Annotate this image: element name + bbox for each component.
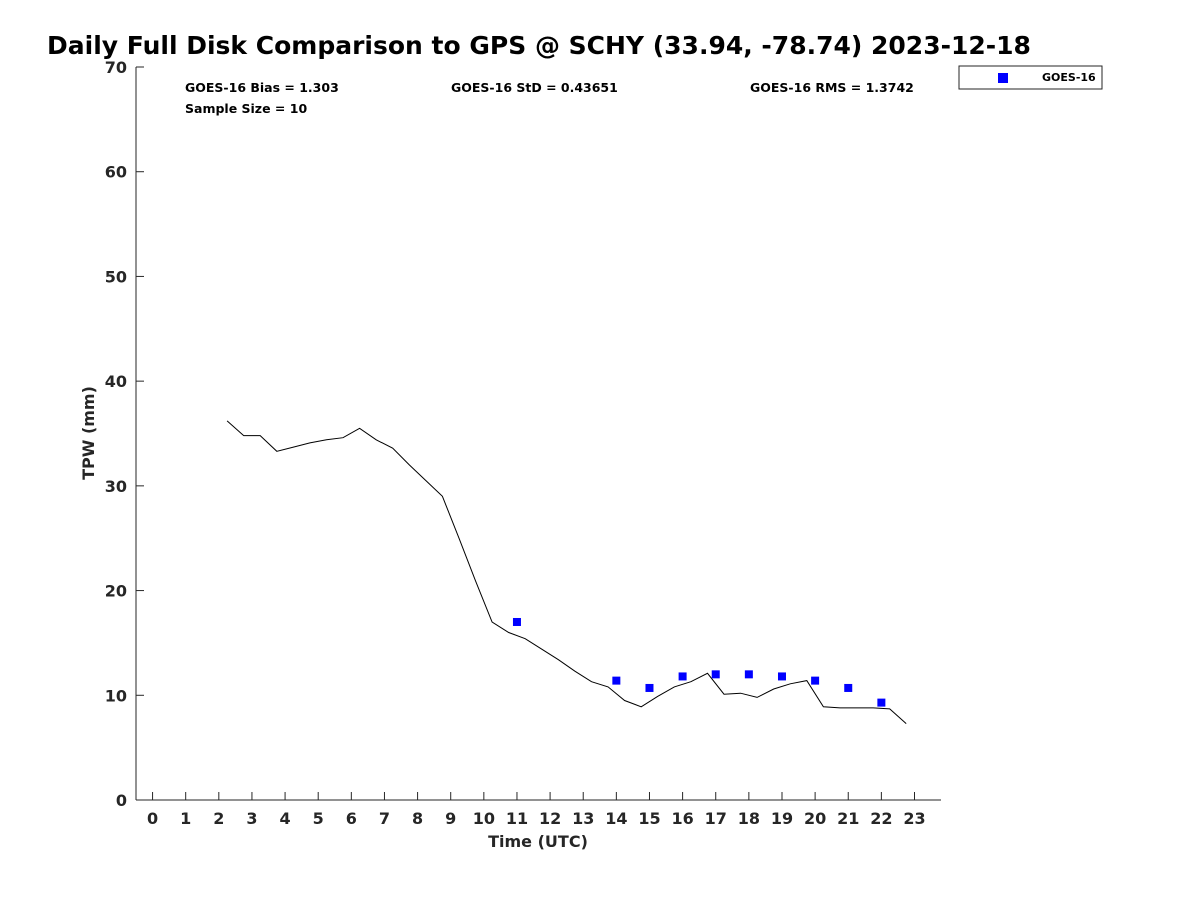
- y-tick-label: 50: [105, 267, 127, 286]
- x-tick-label: 1: [180, 809, 191, 828]
- goes-16-point: [777, 672, 786, 681]
- goes-16-point: [844, 683, 853, 692]
- legend-box: [958, 65, 1103, 90]
- goes-16-point: [811, 676, 820, 685]
- stat-sample-size: Sample Size = 10: [185, 101, 307, 116]
- gps-series-line: [226, 420, 907, 724]
- x-tick-label: 22: [870, 809, 892, 828]
- x-tick-label: 19: [771, 809, 793, 828]
- x-tick-label: 5: [313, 809, 324, 828]
- y-ticks: 0 10 20 30 40 50 60 70: [105, 58, 144, 810]
- x-tick-label: 13: [572, 809, 594, 828]
- x-tick-label: 3: [246, 809, 257, 828]
- legend-marker-goes-16: [998, 73, 1008, 83]
- x-tick-label: 9: [445, 809, 456, 828]
- y-tick-label: 70: [105, 58, 127, 77]
- goes-16-point: [512, 617, 521, 626]
- x-tick-label: 21: [837, 809, 859, 828]
- x-tick-label: 8: [412, 809, 423, 828]
- stat-bias: GOES-16 Bias = 1.303: [185, 80, 339, 95]
- x-tick-label: 6: [346, 809, 357, 828]
- goes-16-series: [512, 617, 886, 707]
- y-tick-label: 60: [105, 163, 127, 182]
- x-tick-label: 7: [379, 809, 390, 828]
- x-tick-label: 16: [671, 809, 693, 828]
- y-tick-label: 20: [105, 582, 127, 601]
- x-tick-label: 15: [638, 809, 660, 828]
- x-tick-label: 14: [605, 809, 627, 828]
- legend-label-goes-16: GOES-16: [1042, 71, 1096, 84]
- x-tick-label: 4: [280, 809, 291, 828]
- goes-16-point: [877, 698, 886, 707]
- x-tick-label: 11: [506, 809, 528, 828]
- goes-16-point: [744, 670, 753, 679]
- x-axis-label: Time (UTC): [488, 832, 588, 851]
- x-tick-label: 20: [804, 809, 826, 828]
- gps-series: [226, 420, 907, 724]
- x-tick-label: 12: [539, 809, 561, 828]
- goes-16-point: [711, 670, 720, 679]
- x-tick-label: 23: [903, 809, 925, 828]
- axes: [135, 67, 941, 801]
- legend: GOES-16: [958, 65, 1103, 90]
- y-tick-label: 30: [105, 477, 127, 496]
- x-tick-label: 10: [473, 809, 495, 828]
- goes-16-point: [612, 676, 621, 685]
- y-tick-label: 40: [105, 372, 127, 391]
- x-tick-label: 2: [213, 809, 224, 828]
- stat-std: GOES-16 StD = 0.43651: [451, 80, 618, 95]
- x-tick-label: 17: [705, 809, 727, 828]
- x-ticks: 0 1 2 3 4 5 6 7 8 9 10 11 12 13 14 15 16 17 18 19 20 21 22 23: [147, 792, 926, 828]
- stat-rms: GOES-16 RMS = 1.3742: [750, 80, 914, 95]
- x-tick-label: 18: [738, 809, 760, 828]
- y-tick-label: 0: [116, 791, 127, 810]
- x-tick-label: 0: [147, 809, 158, 828]
- goes-16-point: [645, 683, 654, 692]
- chart-title: Daily Full Disk Comparison to GPS @ SCHY…: [47, 31, 1031, 60]
- y-axis-label: TPW (mm): [79, 386, 98, 480]
- goes-16-point: [678, 672, 687, 681]
- y-tick-label: 10: [105, 686, 127, 705]
